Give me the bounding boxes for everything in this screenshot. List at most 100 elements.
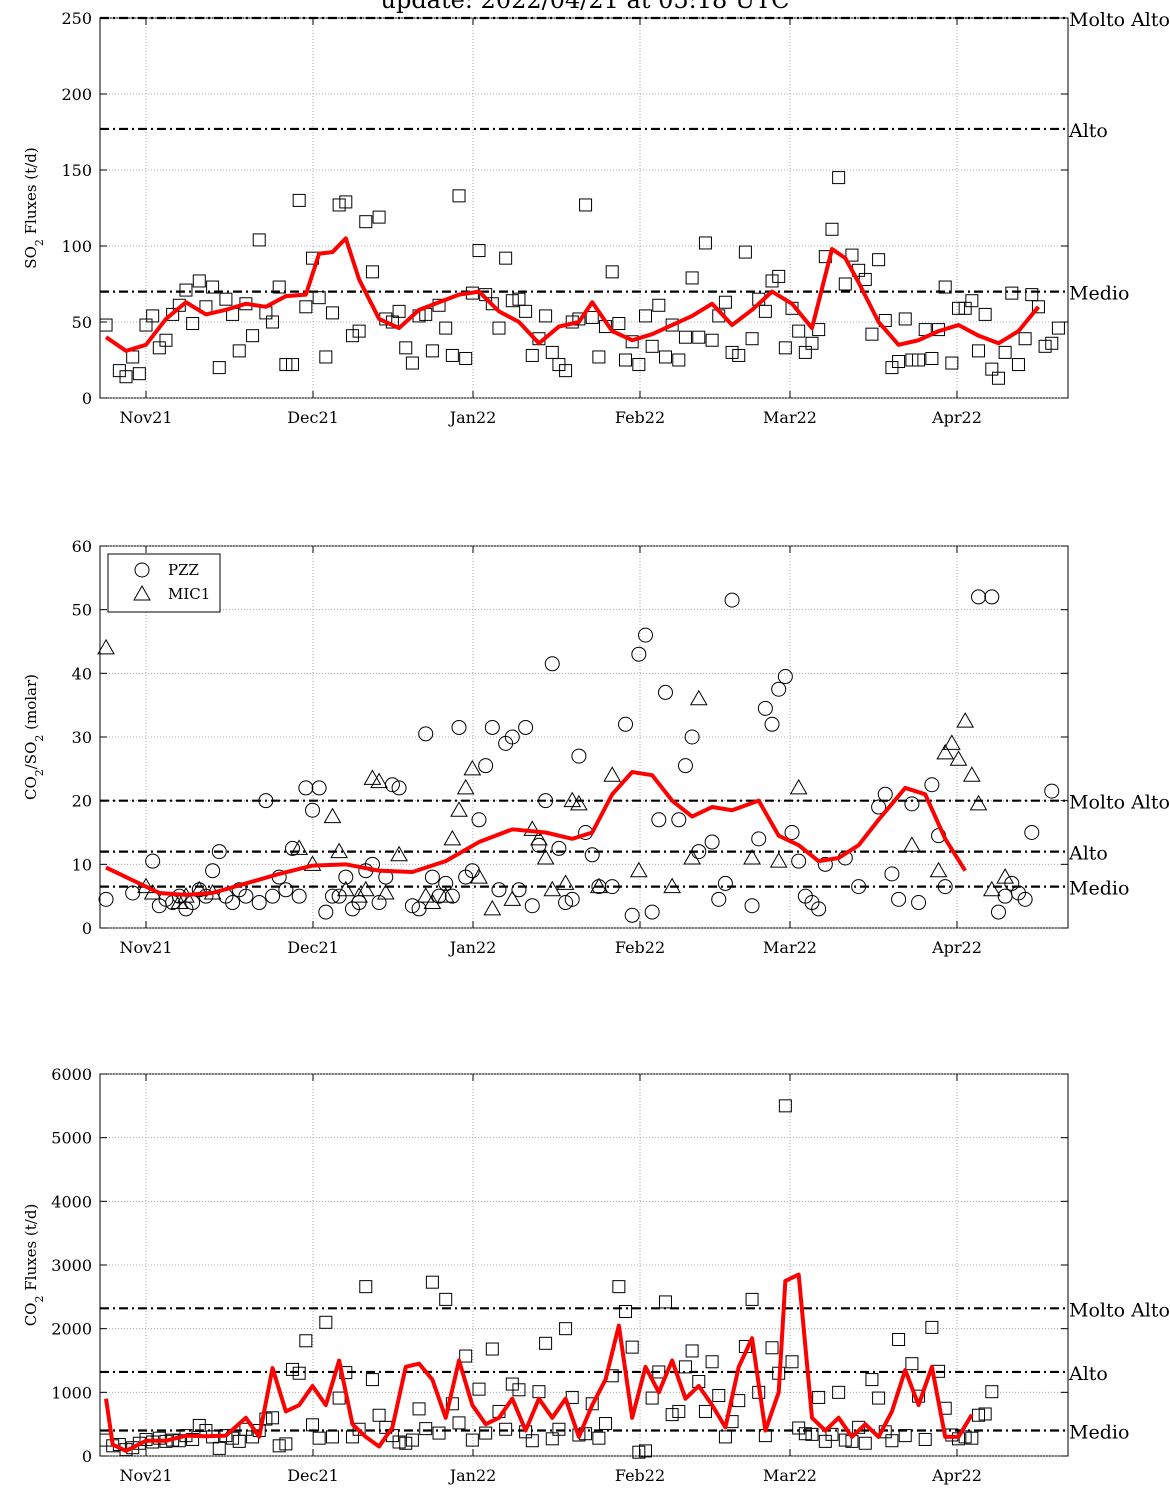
- circle-point: [704, 834, 720, 850]
- square-point: [312, 1431, 326, 1445]
- square-point: [639, 309, 652, 323]
- triangle-point: [530, 829, 548, 846]
- square-point: [712, 1389, 726, 1403]
- square-point: [765, 274, 779, 288]
- triangle-point: [789, 778, 808, 795]
- circle-point: [1044, 783, 1060, 799]
- triangle-point: [443, 829, 462, 846]
- y-tick-label: 1000: [51, 1383, 92, 1402]
- square-point: [825, 222, 839, 236]
- square-point: [639, 1444, 652, 1458]
- square-point: [1025, 288, 1039, 302]
- square-point: [965, 294, 979, 308]
- circle-point: [717, 875, 733, 891]
- threshold-label: Medio: [1069, 1422, 1129, 1444]
- circle-point: [657, 684, 673, 700]
- circle-point: [371, 895, 387, 911]
- x-tick-label: Nov21: [119, 408, 172, 427]
- square-point: [325, 306, 339, 320]
- circle-point: [464, 863, 480, 879]
- square-point: [539, 1336, 553, 1350]
- triangle-point: [423, 893, 442, 910]
- square-point: [425, 344, 439, 358]
- square-point: [1031, 300, 1045, 314]
- circle-point: [764, 716, 780, 732]
- triangle-point: [942, 734, 961, 750]
- square-point: [718, 295, 732, 309]
- square-point: [425, 1275, 439, 1289]
- threshold-label: Alto: [1068, 120, 1108, 142]
- triangle-point: [350, 887, 368, 903]
- circle-point: [205, 863, 221, 879]
- circle-point: [811, 901, 827, 917]
- square-point: [858, 1436, 872, 1450]
- circle-point: [571, 748, 587, 764]
- square-point: [785, 1355, 799, 1369]
- y-axis-label: CO2 Fluxes (t/d): [22, 1204, 46, 1327]
- circle-point: [651, 812, 667, 828]
- square-point: [152, 1431, 166, 1445]
- x-tick-label: Dec21: [287, 938, 339, 957]
- square-point: [399, 341, 413, 355]
- circle-point: [777, 669, 793, 685]
- circle-point: [511, 882, 527, 898]
- square-point: [492, 321, 506, 335]
- triangle-point: [982, 880, 1001, 897]
- circle-point: [604, 879, 620, 895]
- y-tick-label: 100: [61, 237, 92, 256]
- square-point: [292, 193, 306, 207]
- square-point: [485, 297, 499, 311]
- circle-point: [984, 589, 1000, 605]
- x-tick-label: Apr22: [931, 408, 982, 427]
- circle-point: [265, 888, 281, 904]
- triangle-point: [290, 839, 309, 855]
- square-point: [1038, 339, 1052, 353]
- square-point: [632, 358, 646, 372]
- square-point: [352, 324, 366, 338]
- triangle-point: [629, 861, 648, 878]
- square-point: [705, 1355, 719, 1369]
- y-axis-label-part: (molar): [22, 674, 40, 735]
- triangle-point: [949, 750, 968, 766]
- y-axis-label-part: 2: [33, 1296, 46, 1303]
- triangle-point: [376, 883, 395, 900]
- y-axis-label-part: Fluxes (t/d): [22, 147, 40, 239]
- square-point: [279, 358, 293, 372]
- y-tick-label: 200: [61, 85, 92, 104]
- circle-point: [145, 853, 161, 869]
- y-tick-label: 20: [72, 792, 92, 811]
- square-point: [778, 341, 792, 355]
- circle-point: [444, 888, 460, 904]
- square-point: [978, 307, 992, 321]
- square-point: [619, 1304, 633, 1318]
- circle-point: [278, 882, 294, 898]
- circle-point: [691, 844, 707, 860]
- square-point: [625, 1340, 639, 1354]
- circle-point: [291, 888, 307, 904]
- circle-point: [817, 856, 833, 872]
- square-point: [212, 1441, 226, 1455]
- square-point: [246, 329, 260, 343]
- circle-point: [538, 793, 554, 809]
- square-point: [978, 1407, 992, 1421]
- square-point: [965, 1431, 979, 1445]
- circle-point: [451, 719, 467, 735]
- square-point: [885, 1434, 899, 1448]
- circle-point: [491, 882, 507, 898]
- circle-point: [911, 895, 927, 911]
- y-axis-label-part: CO: [22, 1303, 40, 1327]
- circle-point: [677, 758, 693, 774]
- x-tick-label: Feb22: [615, 408, 665, 427]
- triangle-point: [663, 877, 682, 894]
- square-point: [525, 1434, 539, 1448]
- square-point: [958, 301, 972, 315]
- triangle-point: [689, 689, 708, 706]
- square-point: [825, 1427, 839, 1441]
- triangle-point: [416, 887, 435, 903]
- y-axis-label-part: Fluxes (t/d): [22, 1204, 40, 1296]
- y-axis-label-part: /SO: [22, 742, 40, 770]
- square-point: [345, 329, 359, 343]
- circle-point: [744, 898, 760, 914]
- triangle-point: [330, 842, 349, 859]
- square-point: [372, 210, 386, 224]
